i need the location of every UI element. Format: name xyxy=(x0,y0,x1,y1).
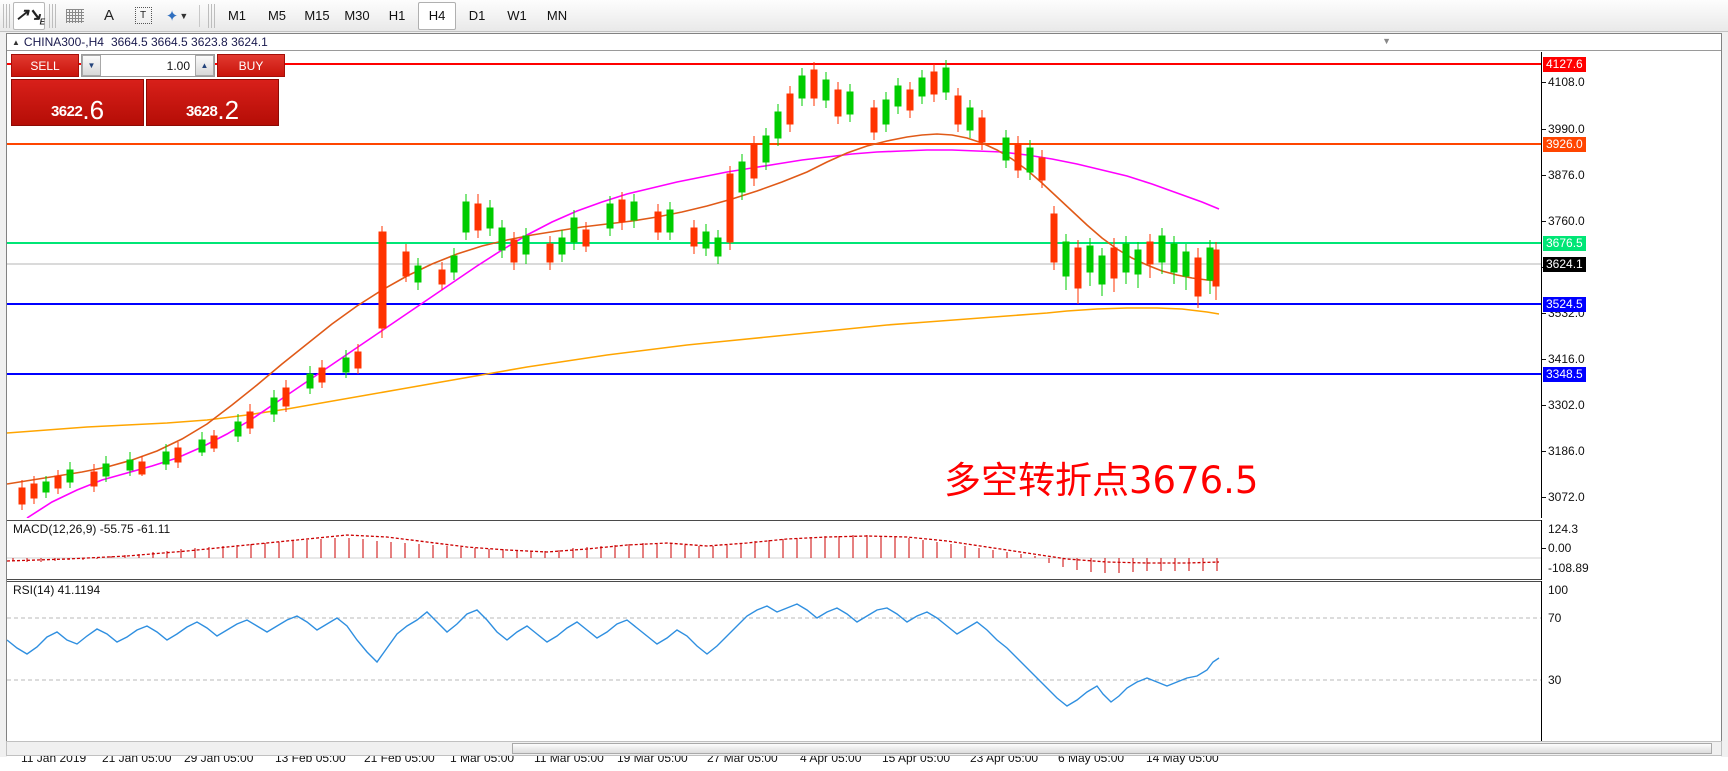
timeframe-m1[interactable]: M1 xyxy=(227,8,247,23)
macd-tick-0: 124.3 xyxy=(1548,522,1579,536)
price-tick-6: 3416.0 xyxy=(1548,352,1585,366)
timeframe-w1[interactable]: W1 xyxy=(507,8,527,23)
timeframe-m15[interactable]: M15 xyxy=(304,8,330,23)
timeframe-m5[interactable]: M5 xyxy=(267,8,287,23)
timeframe-m30[interactable]: M30 xyxy=(344,8,370,23)
ma-fast-line xyxy=(7,133,1220,485)
toolbar-grip-3[interactable] xyxy=(208,3,215,28)
macd-pane[interactable]: MACD(12,26,9) -55.75 -61.11 xyxy=(7,520,1541,580)
price-tick-0: 4108.0 xyxy=(1548,75,1585,89)
price-tick-9: 3072.0 xyxy=(1548,490,1585,504)
main-toolbar: ↗↘E A T ✦ ▼ M1 M5 M15 M30 H1 H4 D1 W1 MN xyxy=(0,0,1728,32)
sell-price-box[interactable]: 3622 .6 xyxy=(11,79,144,126)
timeframe-h1[interactable]: H1 xyxy=(388,8,406,23)
price-tick-1: 3990.0 xyxy=(1548,122,1585,136)
volume-input[interactable]: ▼ 1.00 ▲ xyxy=(81,54,215,77)
macd-tick-2: -108.89 xyxy=(1548,561,1589,575)
chart-annotation: 多空转折点3676.5 xyxy=(944,459,1259,502)
volume-decrement-button[interactable]: ▼ xyxy=(82,55,101,76)
price-label-last[interactable]: 3624.1 xyxy=(1543,257,1586,272)
candlestick-series xyxy=(18,60,1220,510)
price-tick-2: 3876.0 xyxy=(1548,168,1585,182)
chart-window: ▲ CHINA300-,H4 3664.5 3664.5 3623.8 3624… xyxy=(6,33,1722,771)
rsi-label: RSI(14) 41.1194 xyxy=(13,583,101,597)
volume-increment-button[interactable]: ▲ xyxy=(195,55,214,76)
macd-signal-line xyxy=(7,534,1220,564)
timeframe-h4[interactable]: H4 xyxy=(418,1,456,30)
symbol-label: CHINA300-,H4 xyxy=(23,35,104,49)
rsi-axis[interactable]: 100 70 30 xyxy=(1541,581,1721,747)
price-label-support-2[interactable]: 3348.5 xyxy=(1543,367,1586,382)
price-pane[interactable]: 多空转折点3676.5 xyxy=(7,52,1541,518)
scrollbar-thumb[interactable] xyxy=(512,743,1712,754)
collapse-triangle-icon[interactable]: ▲ xyxy=(12,37,20,47)
buy-price-integer: 3628 xyxy=(185,103,218,120)
rsi-chart-svg xyxy=(7,603,1541,707)
price-label-resistance-2[interactable]: 3926.0 xyxy=(1543,137,1586,152)
macd-histogram xyxy=(12,535,1218,573)
macd-chart-svg xyxy=(7,534,1541,573)
toolbar-grip[interactable] xyxy=(3,3,10,28)
buy-price-box[interactable]: 3628 .2 xyxy=(146,79,279,126)
timeframe-d1[interactable]: D1 xyxy=(468,8,486,23)
rsi-tick-2: 30 xyxy=(1548,673,1562,687)
price-label-resistance-1[interactable]: 4127.6 xyxy=(1543,57,1586,72)
chart-header: ▲ CHINA300-,H4 3664.5 3664.5 3623.8 3624… xyxy=(7,34,1721,51)
chart-type-icon[interactable]: ↗↘E xyxy=(13,1,45,30)
objects-icon[interactable]: ✦ ▼ xyxy=(165,7,189,25)
minimize-icon[interactable]: ▼ xyxy=(1382,36,1391,46)
price-label-support-1[interactable]: 3524.5 xyxy=(1543,297,1586,312)
text-label-icon[interactable]: T xyxy=(127,2,159,30)
volume-value[interactable]: 1.00 xyxy=(166,58,190,73)
macd-tick-1: 0.00 xyxy=(1548,541,1572,555)
one-click-trading-panel: SELL ▼ 1.00 ▲ BUY 3622 .6 3628 .2 xyxy=(11,54,285,126)
macd-axis[interactable]: 124.3 0.00 -108.89 xyxy=(1541,520,1721,580)
price-tick-8: 3186.0 xyxy=(1548,444,1585,458)
buy-button[interactable]: BUY xyxy=(217,54,285,77)
macd-label: MACD(12,26,9) -55.75 -61.11 xyxy=(13,522,171,536)
buy-price-decimal: .2 xyxy=(217,95,240,125)
grid-icon[interactable] xyxy=(59,2,91,30)
timeframe-mn[interactable]: MN xyxy=(546,8,568,23)
rsi-tick-1: 70 xyxy=(1548,611,1562,625)
toolbar-separator xyxy=(199,4,200,27)
price-tick-7: 3302.0 xyxy=(1548,398,1585,412)
rsi-line xyxy=(7,603,1220,707)
price-tick-3: 3760.0 xyxy=(1548,214,1585,228)
ma-slow-line xyxy=(7,307,1220,434)
toolbar-grip-2[interactable] xyxy=(49,3,56,28)
sell-price-decimal: .6 xyxy=(82,95,105,125)
price-chart-svg xyxy=(7,60,1541,518)
rsi-tick-0: 100 xyxy=(1548,583,1569,597)
rsi-pane[interactable]: RSI(14) 41.1194 xyxy=(7,581,1541,747)
price-axis[interactable]: 4108.0 3990.0 3876.0 3760.0 3646.0 3532.… xyxy=(1541,52,1721,518)
font-icon[interactable]: A xyxy=(103,7,114,24)
price-label-pivot[interactable]: 3676.5 xyxy=(1543,236,1586,251)
ohlc-values: 3664.5 3664.5 3623.8 3624.1 xyxy=(110,35,268,49)
sell-button[interactable]: SELL xyxy=(11,54,79,77)
sell-price-integer: 3622 xyxy=(50,103,83,120)
horizontal-scrollbar[interactable] xyxy=(6,741,1722,756)
